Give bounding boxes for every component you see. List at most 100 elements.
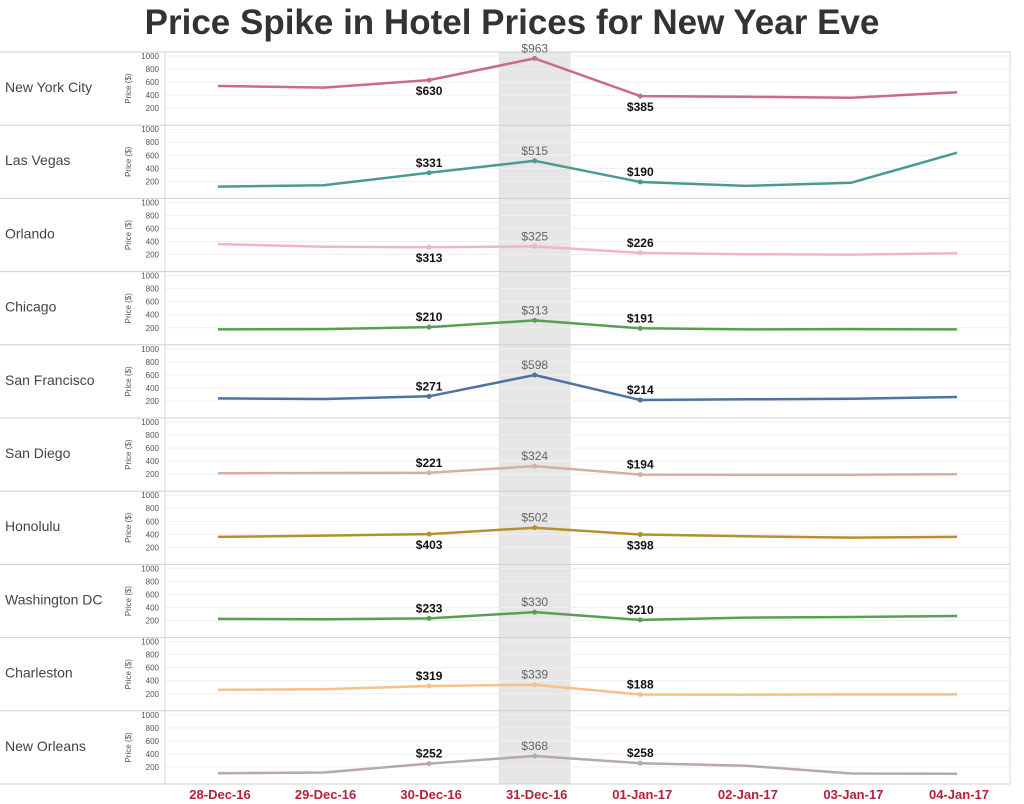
data-label: $188 [627, 678, 654, 692]
y-axis-label: Price ($) [124, 220, 133, 251]
y-tick-label: 400 [146, 530, 160, 539]
data-point [637, 531, 643, 537]
y-tick-label: 200 [146, 104, 160, 113]
data-point [532, 158, 538, 164]
y-tick-label: 1000 [141, 52, 159, 61]
data-point [532, 372, 538, 378]
y-tick-label: 1000 [141, 272, 159, 281]
data-point [532, 753, 538, 759]
data-label: $403 [416, 538, 443, 552]
series-line [217, 242, 958, 256]
data-label: $191 [627, 311, 654, 325]
data-label: $339 [521, 668, 548, 682]
data-point [637, 93, 643, 99]
data-point [637, 472, 643, 478]
row-label-chicago: Chicago [5, 299, 57, 315]
data-label: $331 [416, 156, 443, 170]
y-tick-label: 800 [146, 65, 160, 74]
row-label-washington-dc: Washington DC [5, 591, 103, 607]
y-tick-label: 1000 [141, 125, 159, 134]
y-axis-label: Price ($) [124, 512, 133, 543]
data-point [637, 179, 643, 185]
data-label: $515 [521, 144, 548, 158]
y-tick-label: 800 [146, 724, 160, 733]
data-label: $190 [627, 165, 654, 179]
data-label: $325 [521, 229, 548, 243]
data-label: $319 [416, 669, 443, 683]
data-point [532, 55, 538, 61]
data-point [426, 244, 432, 250]
data-label: $258 [627, 746, 654, 760]
row-label-las-vegas: Las Vegas [5, 152, 70, 168]
y-tick-label: 1000 [141, 491, 159, 500]
y-tick-label: 600 [146, 517, 160, 526]
y-tick-label: 200 [146, 543, 160, 552]
y-tick-label: 400 [146, 311, 160, 320]
x-tick-label: 29-Dec-16 [295, 787, 356, 802]
data-point [532, 243, 538, 249]
x-tick-label: 30-Dec-16 [400, 787, 461, 802]
data-label: $598 [521, 358, 548, 372]
series-line [217, 526, 958, 539]
y-tick-label: 800 [146, 285, 160, 294]
y-tick-label: 600 [146, 224, 160, 233]
y-tick-label: 400 [146, 457, 160, 466]
x-tick-label: 02-Jan-17 [718, 787, 778, 802]
data-point [637, 250, 643, 256]
data-point [637, 692, 643, 698]
y-tick-label: 1000 [141, 418, 159, 427]
data-label: $226 [627, 236, 654, 250]
y-tick-label: 600 [146, 444, 160, 453]
y-tick-label: 200 [146, 763, 160, 772]
row-label-san-francisco: San Francisco [5, 372, 95, 388]
data-point [637, 760, 643, 766]
data-label: $368 [521, 739, 548, 753]
y-tick-label: 1000 [141, 198, 159, 207]
row-label-new-york-city: New York City [5, 79, 92, 95]
data-label: $313 [521, 303, 548, 317]
data-point [426, 77, 432, 83]
series-line [217, 610, 958, 622]
y-tick-label: 200 [146, 617, 160, 626]
data-point [426, 170, 432, 176]
y-axis-label: Price ($) [124, 732, 133, 763]
y-tick-label: 200 [146, 397, 160, 406]
y-tick-label: 600 [146, 78, 160, 87]
y-tick-label: 400 [146, 604, 160, 613]
data-label: $630 [416, 84, 443, 98]
y-tick-label: 1000 [141, 564, 159, 573]
data-label: $214 [627, 383, 654, 397]
data-label: $210 [627, 603, 654, 617]
x-tick-label: 28-Dec-16 [189, 787, 250, 802]
data-label: $194 [627, 458, 654, 472]
series-line [217, 151, 958, 188]
data-label: $221 [416, 456, 443, 470]
y-axis-label: Price ($) [124, 293, 133, 324]
data-label: $233 [416, 601, 443, 615]
y-tick-label: 800 [146, 431, 160, 440]
data-point [426, 324, 432, 330]
y-tick-label: 1000 [141, 638, 159, 647]
y-tick-label: 600 [146, 371, 160, 380]
data-point [426, 761, 432, 767]
data-point [426, 531, 432, 537]
y-tick-label: 600 [146, 590, 160, 599]
data-point [637, 325, 643, 331]
y-tick-label: 400 [146, 677, 160, 686]
series-line [217, 683, 957, 696]
data-label: $398 [627, 538, 654, 552]
data-point [532, 463, 538, 469]
x-tick-label: 31-Dec-16 [506, 787, 567, 802]
y-axis-label: Price ($) [124, 659, 133, 690]
series-line [217, 754, 958, 776]
y-tick-label: 400 [146, 384, 160, 393]
data-label: $210 [416, 310, 443, 324]
data-label: $313 [416, 251, 443, 265]
data-point [426, 683, 432, 689]
data-label: $324 [521, 449, 548, 463]
data-point [637, 397, 643, 403]
data-point [532, 682, 538, 688]
y-tick-label: 400 [146, 91, 160, 100]
data-point [426, 393, 432, 399]
